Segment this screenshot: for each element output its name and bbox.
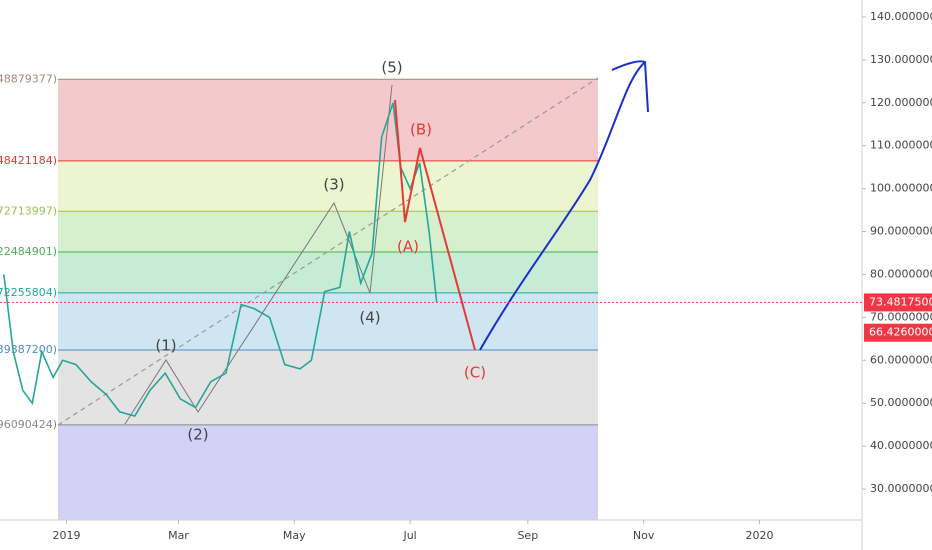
wave-label: (2) xyxy=(187,426,208,444)
fib-label: (62.39387200) xyxy=(0,343,57,356)
y-tick-label: 90.00000000 xyxy=(870,225,932,238)
x-tick-label: 2020 xyxy=(745,529,773,542)
y-tick-label: 30.00000000 xyxy=(870,482,932,495)
wave-label: (1) xyxy=(155,337,176,355)
y-tick-label: 70.00000000 xyxy=(870,310,932,323)
fib-lines xyxy=(58,78,598,426)
y-tick-label: 110.00000000 xyxy=(870,139,932,152)
y-tick-label: 120.00000000 xyxy=(870,96,932,109)
wave-lines xyxy=(124,84,393,425)
wave-label: (3) xyxy=(323,176,344,194)
price-label-box xyxy=(864,293,932,312)
fib-band xyxy=(58,292,598,351)
trend-line xyxy=(57,77,599,426)
price-label: 66.42600000 xyxy=(869,326,932,339)
price-label-box xyxy=(864,323,932,342)
x-tick-label: 2019 xyxy=(52,529,80,542)
fib-band xyxy=(58,350,598,425)
labels: (125.48879377) (106.48421184) (94.72713997… xyxy=(0,10,932,542)
price-line xyxy=(3,102,438,418)
y-tick-label: 50.00000000 xyxy=(870,396,932,409)
wave-label: (A) xyxy=(397,238,419,256)
y-tick-label: 80.00000000 xyxy=(870,267,932,280)
wave-label: (5) xyxy=(381,59,402,77)
fib-label: (125.48879377) xyxy=(0,72,57,85)
fib-label: (75.72255804) xyxy=(0,286,57,299)
x-tick-label: May xyxy=(283,529,306,542)
price-series xyxy=(3,102,438,418)
fib-label: (85.22484901) xyxy=(0,245,57,258)
x-tick-label: Nov xyxy=(633,529,655,542)
wave-label: (4) xyxy=(359,309,380,327)
wave-label: (B) xyxy=(410,121,432,139)
y-tick-label: 60.00000000 xyxy=(870,353,932,366)
y-tick-label: 40.00000000 xyxy=(870,439,932,452)
y-tick-label: 130.00000000 xyxy=(870,53,932,66)
wave-label: (C) xyxy=(464,364,486,382)
fib-band xyxy=(58,424,598,520)
fib-band xyxy=(58,211,598,253)
y-tick-label: 140.00000000 xyxy=(870,10,932,23)
fib-bands xyxy=(58,79,598,520)
correction-line xyxy=(394,99,476,351)
x-tick-label: Mar xyxy=(168,529,189,542)
x-tick-label: Jul xyxy=(402,529,416,542)
fib-band xyxy=(58,252,598,293)
price-label: 73.48175000 xyxy=(869,295,932,308)
fib-band xyxy=(58,160,598,212)
fib-label: (94.72713997) xyxy=(0,204,57,217)
y-tick-label: 100.00000000 xyxy=(870,182,932,195)
projection-curve xyxy=(479,60,649,351)
fib-label: (44.96090424) xyxy=(0,418,57,431)
fib-label: (106.48421184) xyxy=(0,154,57,167)
fib-band xyxy=(58,79,598,161)
x-tick-label: Sep xyxy=(517,529,538,542)
